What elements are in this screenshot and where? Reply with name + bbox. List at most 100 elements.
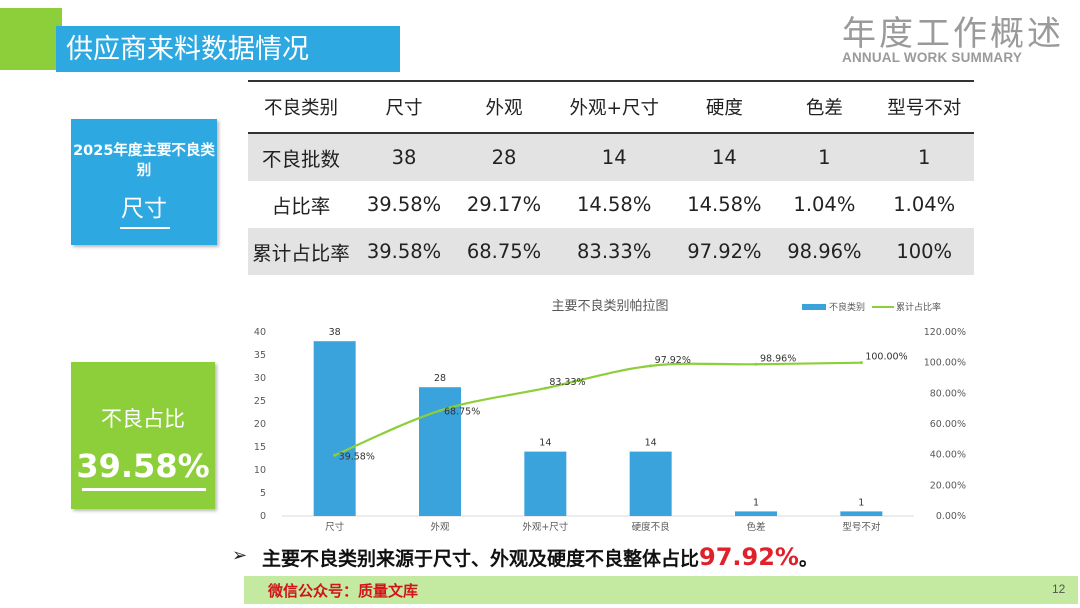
y-left-tick-label: 0 [260, 511, 266, 522]
table-cell: 39.58% [366, 193, 442, 216]
cumulative-data-label: 98.96% [760, 353, 796, 364]
legend-line-label: 累计占比率 [896, 301, 941, 313]
cumulative-data-label: 83.33% [549, 377, 585, 388]
y-left-tick-label: 40 [254, 327, 266, 338]
y-left-tick-label: 5 [260, 488, 266, 499]
y-right-tick-label: 20.00% [930, 480, 966, 491]
pareto-chart: 主要不良类别帕拉图 不良类别 累计占比率 0 5 10 15 20 25 30 35 40 0.0… [254, 298, 966, 533]
table-row: 累计占比率 39.58% 68.75% 83.33% 97.92% 98.96%… [248, 228, 974, 275]
cumulative-line [334, 361, 862, 457]
footer-bar [244, 576, 1078, 604]
cumulative-point [859, 361, 863, 365]
conclusion-highlight: 97.92% [699, 543, 799, 571]
x-tick-label: 色差 [746, 521, 765, 533]
chart-plot: 0 5 10 15 20 25 30 35 40 0.00% 20.00% 40.00% 60.00% 8… [254, 327, 966, 533]
legend-bar-swatch [802, 304, 826, 310]
x-tick-label: 外观 [430, 521, 450, 533]
main-category-value: 尺寸 [121, 196, 167, 222]
y-left-tick-label: 20 [254, 419, 266, 430]
table-cell: 29.17% [466, 193, 542, 216]
defect-ratio-label: 不良占比 [101, 407, 185, 431]
table-cell: 1.04% [893, 193, 956, 216]
conclusion-suffix: 。 [798, 548, 818, 570]
cumulative-point [438, 409, 442, 413]
table-row: 占比率 39.58% 29.17% 14.58% 14.58% 1.04% 1.… [248, 181, 974, 228]
bar [840, 511, 883, 516]
bar-data-label: 38 [329, 327, 341, 338]
chart-title: 主要不良类别帕拉图 [551, 298, 668, 314]
table-cell: 14 [554, 133, 675, 181]
defect-ratio-underline [82, 488, 206, 491]
x-tick-label: 硬度不良 [632, 521, 671, 533]
table-cell: 14 [674, 133, 775, 181]
corner-title: 年度工作概述 [842, 14, 1064, 54]
main-category-underline [120, 227, 170, 229]
cumulative-data-label: 100.00% [865, 352, 907, 363]
chart-legend: 不良类别 累计占比率 [802, 301, 941, 313]
y-right-tick-label: 80.00% [930, 388, 966, 399]
bar [629, 451, 672, 516]
table-header-row: 不良类别 尺寸 外观 外观+尺寸 硬度 色差 型号不对 [248, 80, 974, 134]
table-header-cell: 外观+尺寸 [554, 80, 675, 134]
y-left-tick-label: 30 [254, 373, 266, 384]
bar-data-label: 1 [858, 497, 864, 508]
corner-subtitle: ANNUAL WORK SUMMARY [842, 50, 1023, 65]
bar [735, 511, 777, 516]
conclusion-body: 主要不良类别来源于尺寸、外观及硬度不良整体占比 [262, 548, 700, 570]
cumulative-point [649, 364, 653, 368]
y-left-tick-label: 10 [254, 465, 266, 476]
defect-table: 不良类别 尺寸 外观 外观+尺寸 硬度 色差 型号不对 不良批数 38 28 1… [248, 80, 974, 275]
header-title-bar [56, 26, 400, 72]
table-cell: 28 [454, 133, 554, 181]
table-cell: 97.92% [674, 228, 775, 275]
conclusion-text: 主要不良类别来源于尺寸、外观及硬度不良整体占比97.92%。 [262, 543, 818, 573]
cumulative-point [333, 453, 337, 457]
defect-ratio-value: 39.58% [76, 447, 210, 485]
bar-data-label: 28 [434, 373, 446, 384]
main-category-label: 2025年度主要不良类别 [73, 143, 215, 179]
table-cell: 14.58% [577, 193, 652, 216]
x-tick-label: 外观+尺寸 [522, 521, 568, 533]
y-left-tick-label: 35 [254, 350, 266, 361]
x-tick-label: 尺寸 [325, 521, 345, 533]
y-right-tick-label: 0.00% [936, 511, 966, 522]
table-header-cell: 不良类别 [248, 80, 354, 134]
y-right-tick-label: 60.00% [930, 419, 966, 430]
cumulative-data-label: 68.75% [444, 407, 480, 418]
bar [313, 341, 356, 516]
table-cell: 100% [874, 228, 974, 275]
table-cell: 38 [354, 133, 454, 181]
cumulative-data-label: 97.92% [655, 355, 691, 366]
bar-data-label: 1 [753, 497, 759, 508]
cumulative-point [754, 362, 758, 366]
table-cell: 68.75% [454, 228, 554, 275]
table-row-label: 不良批数 [248, 133, 354, 181]
table-row: 不良批数 38 28 14 14 1 1 [248, 133, 974, 181]
table-header-cell: 色差 [774, 80, 875, 134]
footer-text: 微信公众号：质量文库 [268, 582, 419, 600]
table-header-cell: 型号不对 [874, 80, 974, 134]
pareto-chart-area [244, 292, 976, 538]
table-cell: 98.96% [774, 228, 875, 275]
table-cell: 1 [874, 133, 974, 181]
page-number: 12 [1052, 582, 1066, 596]
main-category-card [71, 119, 217, 245]
y-right-tick-label: 100.00% [924, 358, 966, 369]
bar [524, 451, 567, 516]
table-header-cell: 尺寸 [354, 80, 454, 134]
table-header-cell: 硬度 [674, 80, 775, 134]
legend-bar-label: 不良类别 [829, 301, 865, 313]
table-row-label: 累计占比率 [248, 228, 354, 275]
cumulative-point [543, 386, 547, 390]
header-accent-block [0, 8, 62, 70]
page-title: 供应商来料数据情况 [66, 34, 309, 65]
cumulative-data-label: 39.58% [339, 451, 375, 462]
bar-data-label: 14 [645, 438, 657, 449]
table-row-label: 占比率 [271, 195, 331, 218]
y-left-tick-label: 15 [254, 442, 266, 453]
bar [419, 387, 461, 516]
table-header-cell: 外观 [454, 80, 554, 134]
y-right-tick-label: 120.00% [924, 327, 966, 338]
table-cell: 39.58% [354, 228, 454, 275]
table-cell: 1 [774, 133, 875, 181]
